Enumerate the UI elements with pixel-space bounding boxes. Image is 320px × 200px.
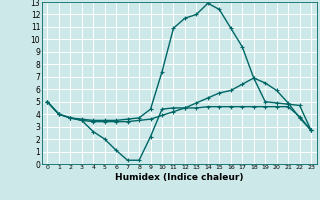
X-axis label: Humidex (Indice chaleur): Humidex (Indice chaleur) <box>115 173 244 182</box>
